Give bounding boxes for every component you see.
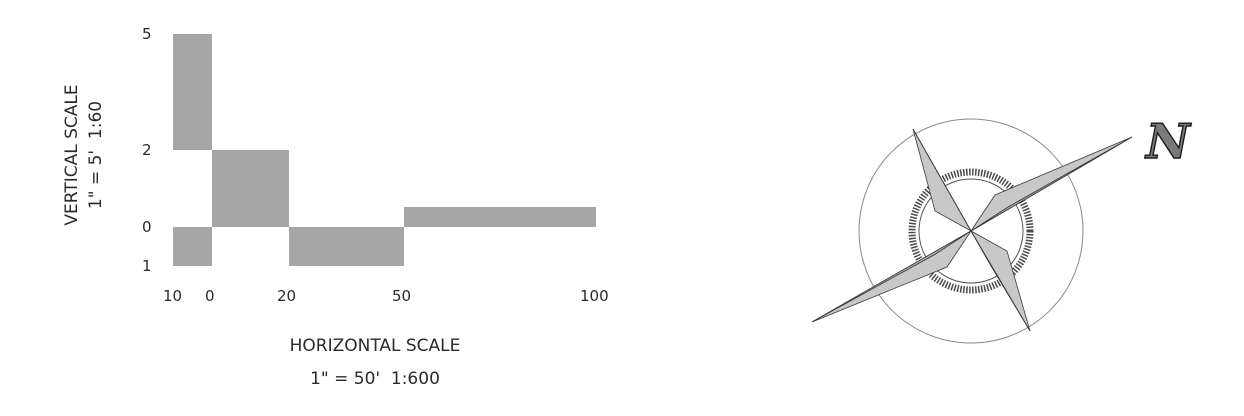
compass-point-northeast [970,136,1133,232]
vertical-scale-title: VERTICAL SCALE [62,84,82,225]
vertical-tick-1: 1 [142,257,152,275]
horizontal-tick-10: 10 [163,287,182,305]
scale-bar: VERTICAL SCALE 1" = 5' 1:60 5 2 0 1 10 0… [62,25,609,389]
vertical-tick-2: 2 [142,141,152,159]
bar-segment-0-20 [212,150,289,227]
bar-segment-50-100 [404,207,596,227]
horizontal-scale-title: HORIZONTAL SCALE [290,336,461,356]
horizontal-tick-20: 20 [277,287,296,305]
bar-segment-20-50 [289,227,404,266]
compass-point-southwest [811,230,972,323]
horizontal-tick-50: 50 [392,287,411,305]
north-arrow-icon: N [811,113,1193,344]
compass-outer-ring [858,118,1084,344]
compass-point-northwest [912,128,973,233]
north-label: N [1144,114,1192,170]
compass-hatched-ring [908,168,1034,294]
compass-points [811,128,1133,332]
bar-segment-vertical-bottom [173,227,212,266]
bar-segment-vertical-top [173,34,212,150]
horizontal-scale-ratio: 1" = 50' 1:600 [310,369,440,389]
horizontal-tick-0: 0 [205,287,215,305]
compass-point-southeast [969,229,1031,332]
vertical-tick-0: 0 [142,218,152,236]
vertical-tick-5: 5 [142,25,152,43]
vertical-scale-label: VERTICAL SCALE 1" = 5' 1:60 [62,84,106,225]
horizontal-tick-100: 100 [580,287,609,305]
vertical-scale-ratio: 1" = 5' 1:60 [86,101,106,209]
